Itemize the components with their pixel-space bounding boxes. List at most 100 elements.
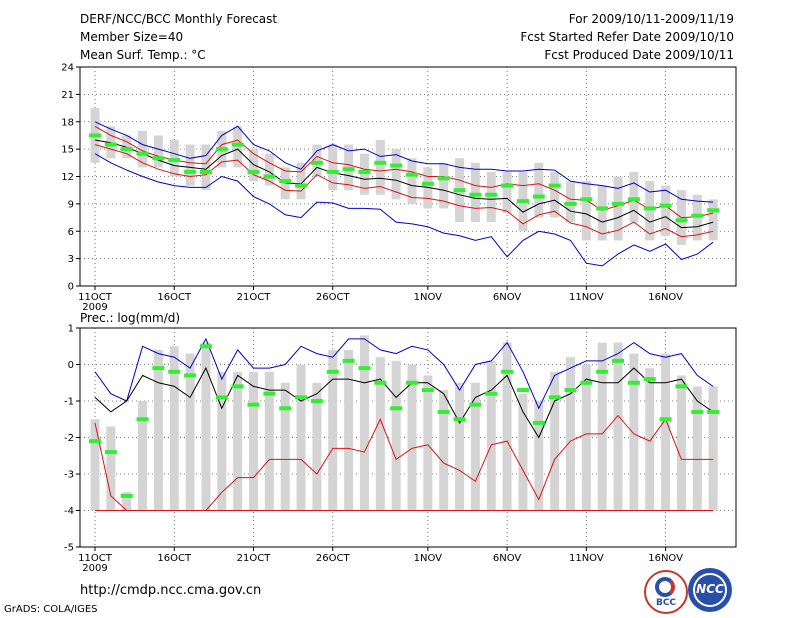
temp-median-marker — [374, 160, 387, 165]
precip-spread-box — [550, 371, 560, 511]
temp-median-marker — [104, 142, 117, 147]
temp-ytick-label: 15 — [61, 145, 74, 156]
precip-xtick-label: 16NOV — [648, 553, 683, 564]
grads-credit: GrADS: COLA/IGES — [4, 604, 98, 615]
precip-spread-box — [138, 401, 148, 511]
precip-spread-box — [661, 353, 671, 511]
temp-spread-box — [708, 199, 718, 241]
precip-spread-box — [217, 371, 227, 511]
precip-spread-box — [534, 401, 544, 511]
precip-line-ensemble-mean — [94, 366, 714, 439]
temp-median-marker — [310, 160, 323, 165]
temp-spread-box — [312, 144, 322, 177]
temp-xtick-year: 2009 — [82, 302, 107, 313]
temp-median-marker — [326, 169, 339, 174]
forecast-produced: Fcst Produced Date 2009/10/11 — [544, 48, 734, 62]
temp-spread-box — [534, 162, 544, 218]
precip-median-marker — [643, 377, 656, 382]
precip-median-marker — [374, 380, 387, 385]
temp-median-marker — [120, 147, 133, 152]
precip-median-marker — [310, 399, 323, 403]
precip-spread-box — [122, 492, 132, 511]
temp-spread-box — [201, 144, 211, 191]
precip-median-marker — [104, 450, 117, 455]
precip-median-marker — [342, 358, 355, 363]
precip-spread-box — [423, 375, 433, 511]
precip-spread-box — [597, 342, 607, 511]
temp-spread-box — [566, 181, 575, 223]
temp-ytick-label: 9 — [68, 199, 74, 210]
precip-median-marker — [691, 409, 704, 414]
precip-xtick-label: 16OCT — [157, 553, 192, 564]
precip-xtick-year: 2009 — [82, 563, 107, 574]
temp-spread-box — [629, 171, 639, 223]
temp-xtick-label: 1NOV — [414, 292, 443, 303]
precip-spread-box — [439, 390, 449, 511]
precip-median-marker — [501, 369, 514, 374]
precip-spread-box — [566, 357, 575, 511]
temp-xtick-label: 6NOV — [493, 292, 522, 303]
temp-spread-box — [359, 153, 369, 195]
precip-ytick-label: -5 — [64, 543, 74, 554]
temp-spread-box — [597, 185, 607, 241]
temp-median-marker — [469, 192, 482, 197]
temp-ytick-label: 3 — [68, 254, 74, 265]
temp-median-marker — [342, 167, 355, 172]
precip-spread-box — [312, 382, 322, 511]
precip-median-marker — [659, 417, 672, 422]
precip-xtick-label: 21OCT — [237, 553, 272, 564]
precip-median-marker — [120, 493, 133, 498]
precip-spread-box — [201, 342, 211, 511]
temp-median-marker — [501, 183, 514, 188]
bcc-logo-text: BCC — [655, 598, 677, 608]
temp-spread-box — [550, 171, 560, 218]
ncc-logo-text: NCC — [696, 582, 724, 596]
temp-spread-box — [375, 140, 385, 195]
temp-median-marker — [215, 147, 228, 152]
precip-median-marker — [184, 373, 197, 378]
temp-median-marker — [421, 181, 434, 186]
precip-spread-box — [692, 386, 702, 511]
temp-median-marker — [643, 206, 656, 211]
precip-spread-box — [518, 393, 528, 511]
precip-median-marker — [326, 369, 339, 374]
precip-median-marker — [406, 380, 418, 385]
precip-spread-box — [153, 349, 163, 511]
bcc-logo: BCC — [644, 570, 688, 614]
precip-median-marker — [136, 417, 149, 422]
precip-median-marker — [627, 380, 640, 385]
temp-line-lower-band — [94, 144, 714, 238]
precip-ytick-label: -4 — [64, 506, 74, 517]
precip-median-marker — [231, 384, 244, 389]
temp-median-marker — [231, 142, 244, 147]
temp-median-marker — [596, 206, 609, 211]
precip-median-marker — [437, 409, 450, 414]
precip-spread-box — [486, 360, 496, 511]
source-url[interactable]: http://cmdp.ncc.cma.gov.cn — [80, 583, 262, 598]
temp-line-ensemble-min — [94, 153, 714, 267]
precip-median-marker — [516, 388, 529, 393]
temp-spread-box — [661, 185, 671, 236]
precip-spread-box — [375, 357, 385, 511]
precip-xtick-label: 26OCT — [316, 553, 351, 564]
precip-median-marker — [168, 369, 181, 374]
temp-median-marker — [199, 169, 212, 174]
temp-spread-box — [185, 144, 195, 186]
precip-spread-box — [328, 349, 338, 511]
temp-median-marker — [390, 163, 403, 168]
temp-median-marker — [691, 213, 704, 218]
precip-spread-box — [502, 342, 512, 511]
temp-ytick-label: 12 — [61, 172, 74, 183]
precip-median-marker — [421, 388, 434, 393]
precip-spread-box — [344, 349, 354, 511]
temp-median-marker — [612, 201, 625, 206]
temp-ytick-label: 24 — [61, 63, 74, 74]
temp-median-marker — [247, 169, 260, 174]
precip-spread-box — [106, 426, 116, 511]
temp-median-marker — [627, 197, 640, 202]
precip-spread-box — [645, 368, 655, 511]
forecast-started: Fcst Started Refer Date 2009/10/10 — [520, 30, 734, 44]
precip-spread-box — [407, 364, 417, 511]
precip-spread-box — [581, 364, 591, 511]
